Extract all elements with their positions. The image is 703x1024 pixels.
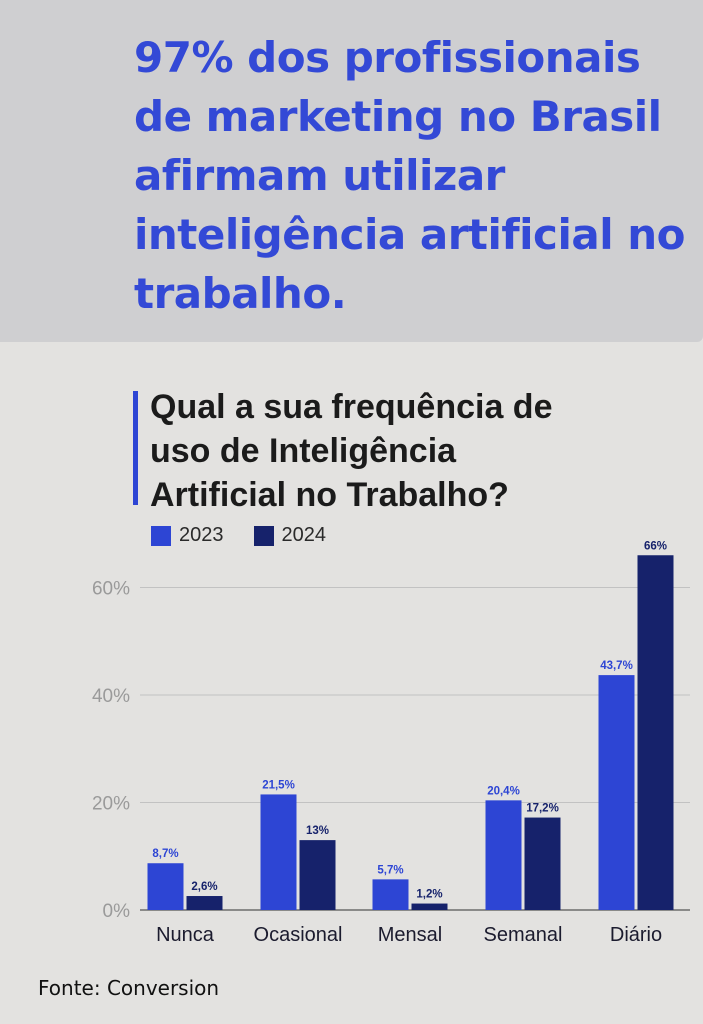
x-tick-label: Nunca [156,924,215,946]
data-label: 17,2% [526,803,559,815]
chart-legend: 2023 2024 [151,524,326,547]
data-label: 2,6% [191,881,217,893]
legend-label-2023: 2023 [179,524,224,546]
chart-title: Qual a sua frequência de uso de Inteligê… [150,388,553,514]
headline: 97% dos profissionais de marketing no Br… [134,33,685,318]
data-label: 5,7% [377,864,403,876]
bar-2024-4 [637,555,674,910]
bar-chart: 0% 20% 40% 60% 8,7% 2,6% Nunca 21,5% 13% Ocasiona… [92,540,690,946]
bar-2024-0 [186,896,223,910]
headline-panel: 97% dos profissionais de marketing no Br… [0,0,703,342]
legend-swatch-2023 [151,525,171,546]
legend-label-2024: 2024 [281,524,327,546]
bar-2023-1 [260,794,297,910]
data-label: 21,5% [262,779,295,791]
title-accent-bar [133,391,138,505]
bar-2024-2 [411,903,448,910]
legend-item-2023: 2023 [151,524,224,547]
bar-2024-3 [524,817,561,910]
data-label: 13% [306,825,329,837]
x-tick-label: Semanal [484,924,563,946]
bar-2023-0 [147,863,184,910]
data-label: 8,7% [152,848,178,860]
data-label: 43,7% [600,660,633,672]
x-tick-label: Diário [610,924,662,946]
y-tick-label: 40% [92,686,130,707]
bar-2024-1 [299,840,336,910]
data-label: 66% [644,540,667,552]
bar-2023-4 [598,675,635,910]
y-tick-label: 0% [103,901,131,922]
y-tick-label: 60% [92,579,130,600]
bar-2023-2 [372,879,409,910]
source-note: Fonte: Conversion [38,976,220,1000]
data-label: 1,2% [416,889,442,901]
x-tick-label: Mensal [378,924,442,946]
y-tick-label: 20% [92,794,130,815]
data-label: 20,4% [487,785,520,797]
legend-item-2024: 2024 [253,524,327,547]
legend-swatch-2024 [253,525,274,546]
bar-2023-3 [485,800,522,910]
x-tick-label: Ocasional [254,924,343,946]
